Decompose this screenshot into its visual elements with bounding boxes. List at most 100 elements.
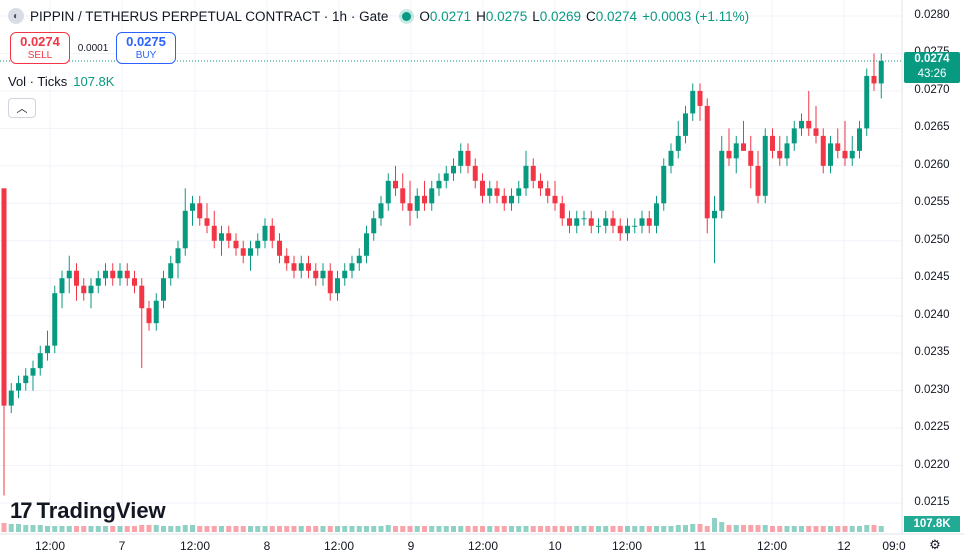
volume-bar bbox=[777, 526, 783, 532]
volume-bar bbox=[124, 526, 130, 532]
candle-body bbox=[414, 195, 420, 211]
volume-bar bbox=[255, 526, 261, 532]
volume-bar bbox=[509, 526, 514, 532]
candle-body bbox=[828, 143, 833, 166]
candle bbox=[291, 255, 297, 279]
x-axis-tick-label: 12:00 bbox=[34, 539, 66, 553]
candle bbox=[153, 293, 159, 331]
candle bbox=[342, 263, 348, 286]
volume-bar bbox=[683, 525, 688, 532]
symbol-title[interactable]: PIPPIN / TETHERUS PERPETUAL CONTRACT · 1… bbox=[30, 8, 389, 24]
candle bbox=[755, 150, 761, 204]
volume-bar bbox=[240, 526, 246, 532]
volume-bar bbox=[52, 526, 58, 532]
volume-bar bbox=[719, 522, 725, 532]
volume-bar bbox=[371, 526, 377, 532]
volume-bar bbox=[313, 526, 319, 532]
candle bbox=[132, 270, 137, 294]
volume-bar bbox=[625, 526, 630, 532]
volume-bar bbox=[828, 526, 833, 532]
candle bbox=[530, 158, 536, 189]
candle-body bbox=[23, 375, 29, 384]
tradingview-name: TradingView bbox=[36, 498, 166, 523]
volume-bar bbox=[596, 526, 601, 532]
candle-body bbox=[712, 210, 717, 219]
volume-bar bbox=[1, 523, 7, 532]
candle bbox=[646, 210, 652, 234]
settings-gear-icon[interactable]: ⚙ bbox=[929, 537, 941, 552]
candle-body bbox=[523, 165, 529, 189]
volume-bar bbox=[639, 526, 645, 532]
candle-body bbox=[588, 218, 594, 226]
sell-button[interactable]: 0.0274 SELL bbox=[10, 32, 70, 64]
volume-bar bbox=[211, 526, 217, 532]
candle-body bbox=[298, 263, 304, 271]
candle bbox=[603, 210, 609, 234]
candle bbox=[516, 180, 522, 204]
volume-bar bbox=[588, 526, 594, 532]
candle-body bbox=[559, 203, 565, 219]
candle bbox=[110, 263, 116, 286]
candle-body bbox=[306, 263, 311, 271]
candle bbox=[675, 120, 681, 159]
candle-body bbox=[458, 150, 464, 166]
candle-body bbox=[248, 248, 253, 256]
volume-bar bbox=[320, 526, 326, 532]
buy-button[interactable]: 0.0275 BUY bbox=[116, 32, 176, 64]
volume-bar bbox=[791, 526, 797, 532]
y-axis-tick-label: 0.0230 bbox=[914, 383, 950, 396]
y-axis-tick-label: 0.0245 bbox=[914, 271, 950, 284]
candle bbox=[16, 375, 21, 399]
volume-bar bbox=[857, 526, 862, 532]
candle-body bbox=[675, 135, 681, 151]
candle bbox=[327, 263, 333, 301]
volume-bar bbox=[16, 524, 21, 532]
candle bbox=[690, 83, 696, 121]
last-price-value: 0.0274 bbox=[914, 53, 950, 65]
candle-body bbox=[110, 270, 116, 279]
candle-body bbox=[175, 248, 181, 264]
x-axis-tick-label: 12:00 bbox=[467, 539, 499, 553]
candle-body bbox=[30, 368, 36, 376]
candle bbox=[284, 248, 290, 271]
candle-body bbox=[799, 120, 804, 129]
volume-bar bbox=[610, 526, 616, 532]
candle-body bbox=[545, 188, 551, 196]
candle-body bbox=[574, 218, 580, 226]
candle-body bbox=[385, 180, 391, 204]
volume-bar bbox=[538, 526, 543, 532]
candle-body bbox=[820, 135, 826, 166]
volume-bar bbox=[458, 526, 464, 532]
y-axis-tick-label: 0.0215 bbox=[914, 496, 950, 508]
candle bbox=[320, 263, 326, 286]
candle-body bbox=[878, 60, 884, 84]
candle-body bbox=[190, 203, 195, 211]
candle bbox=[117, 263, 123, 286]
candle-body bbox=[8, 390, 14, 406]
candle bbox=[37, 345, 43, 376]
candle-body bbox=[632, 225, 638, 227]
candle bbox=[668, 143, 674, 174]
candle-body bbox=[349, 263, 355, 271]
candle-body bbox=[204, 218, 210, 226]
volume-bar bbox=[298, 526, 304, 532]
volume-bar bbox=[335, 526, 340, 532]
candle bbox=[414, 188, 420, 219]
candle-body bbox=[161, 278, 166, 301]
candle bbox=[298, 255, 304, 279]
candle bbox=[741, 120, 746, 151]
candle bbox=[124, 263, 130, 286]
volume-bar bbox=[755, 525, 761, 532]
volume-bar bbox=[552, 526, 558, 532]
collapse-legend-button[interactable]: ︿ bbox=[8, 98, 36, 118]
candle bbox=[349, 255, 355, 279]
candle bbox=[306, 255, 311, 279]
candle bbox=[762, 128, 768, 204]
volume-bar bbox=[139, 525, 145, 532]
volume-bar bbox=[153, 525, 159, 532]
bar-countdown: 43:26 bbox=[917, 68, 947, 80]
candle bbox=[545, 180, 551, 204]
candle bbox=[871, 53, 877, 91]
volume-legend[interactable]: Vol · Ticks 107.8K bbox=[8, 74, 114, 89]
